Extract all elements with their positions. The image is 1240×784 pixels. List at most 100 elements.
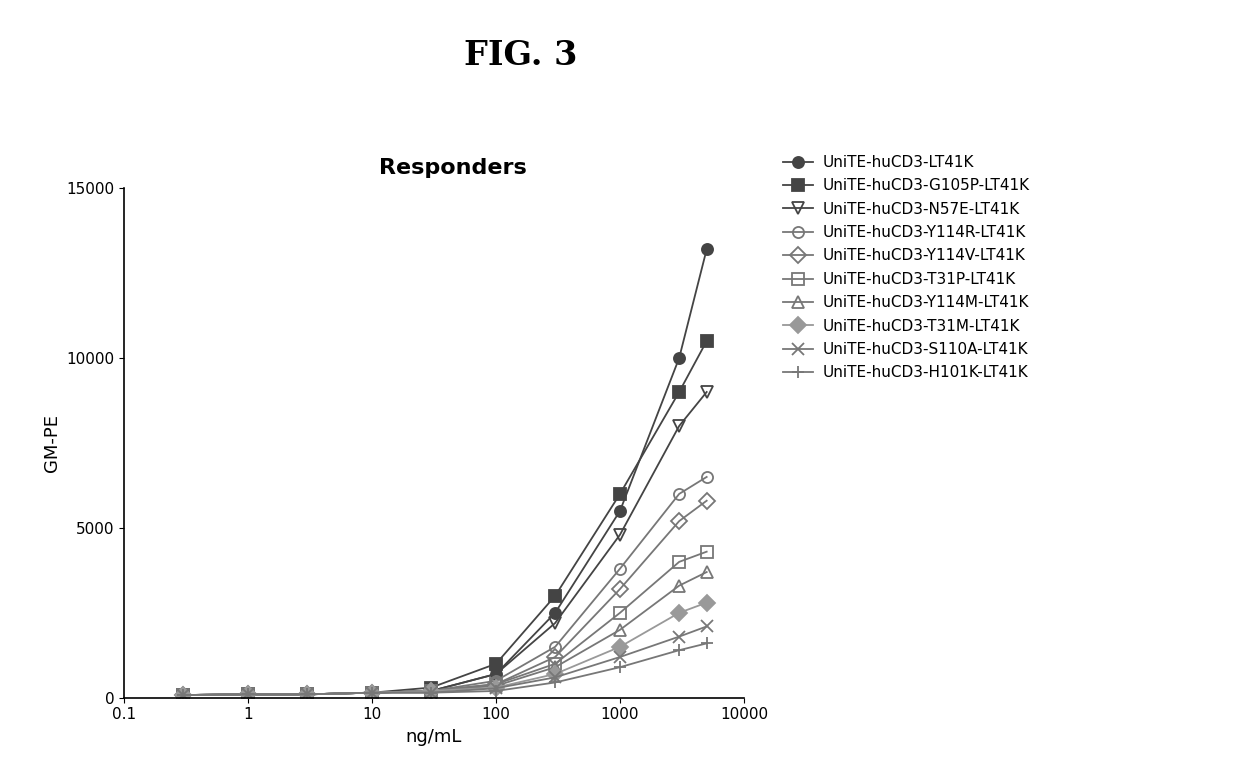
UniTE-huCD3-S110A-LT41K bbox=[300, 690, 315, 699]
UniTE-huCD3-T31P-LT41K bbox=[300, 690, 315, 699]
UniTE-huCD3-Y114M-LT41K bbox=[548, 662, 563, 672]
UniTE-huCD3-Y114M-LT41K bbox=[489, 681, 503, 691]
UniTE-huCD3-T31M-LT41K bbox=[699, 598, 714, 608]
Line: UniTE-huCD3-S110A-LT41K: UniTE-huCD3-S110A-LT41K bbox=[177, 621, 712, 701]
UniTE-huCD3-G105P-LT41K bbox=[424, 683, 439, 692]
UniTE-huCD3-Y114M-LT41K bbox=[300, 690, 315, 699]
UniTE-huCD3-H101K-LT41K bbox=[672, 645, 687, 655]
UniTE-huCD3-N57E-LT41K bbox=[548, 619, 563, 628]
UniTE-huCD3-N57E-LT41K bbox=[613, 530, 627, 539]
UniTE-huCD3-T31P-LT41K bbox=[699, 547, 714, 557]
Line: UniTE-huCD3-Y114V-LT41K: UniTE-huCD3-Y114V-LT41K bbox=[177, 495, 712, 701]
UniTE-huCD3-H101K-LT41K bbox=[424, 688, 439, 698]
UniTE-huCD3-H101K-LT41K bbox=[699, 639, 714, 648]
UniTE-huCD3-LT41K bbox=[424, 686, 439, 695]
UniTE-huCD3-Y114R-LT41K bbox=[672, 489, 687, 499]
Text: Responders: Responders bbox=[379, 158, 527, 178]
Text: FIG. 3: FIG. 3 bbox=[464, 39, 578, 72]
UniTE-huCD3-T31P-LT41K bbox=[365, 688, 379, 698]
UniTE-huCD3-LT41K bbox=[672, 354, 687, 363]
UniTE-huCD3-Y114R-LT41K bbox=[489, 676, 503, 685]
UniTE-huCD3-N57E-LT41K bbox=[365, 688, 379, 698]
UniTE-huCD3-Y114V-LT41K bbox=[241, 690, 255, 699]
UniTE-huCD3-S110A-LT41K bbox=[176, 691, 191, 700]
UniTE-huCD3-N57E-LT41K bbox=[424, 686, 439, 695]
UniTE-huCD3-Y114R-LT41K bbox=[424, 686, 439, 695]
UniTE-huCD3-G105P-LT41K bbox=[699, 336, 714, 346]
UniTE-huCD3-T31M-LT41K bbox=[300, 690, 315, 699]
UniTE-huCD3-G105P-LT41K bbox=[241, 690, 255, 699]
UniTE-huCD3-H101K-LT41K bbox=[300, 690, 315, 699]
UniTE-huCD3-Y114V-LT41K bbox=[424, 686, 439, 695]
UniTE-huCD3-S110A-LT41K bbox=[613, 652, 627, 662]
UniTE-huCD3-Y114V-LT41K bbox=[699, 496, 714, 506]
UniTE-huCD3-S110A-LT41K bbox=[241, 690, 255, 699]
UniTE-huCD3-LT41K bbox=[300, 690, 315, 699]
UniTE-huCD3-G105P-LT41K bbox=[176, 691, 191, 700]
UniTE-huCD3-H101K-LT41K bbox=[489, 686, 503, 695]
UniTE-huCD3-Y114V-LT41K bbox=[300, 690, 315, 699]
Line: UniTE-huCD3-T31P-LT41K: UniTE-huCD3-T31P-LT41K bbox=[177, 546, 712, 701]
UniTE-huCD3-H101K-LT41K bbox=[241, 690, 255, 699]
UniTE-huCD3-T31M-LT41K bbox=[672, 608, 687, 618]
UniTE-huCD3-H101K-LT41K bbox=[176, 691, 191, 700]
Line: UniTE-huCD3-LT41K: UniTE-huCD3-LT41K bbox=[177, 244, 712, 701]
UniTE-huCD3-H101K-LT41K bbox=[548, 677, 563, 687]
UniTE-huCD3-Y114R-LT41K bbox=[241, 690, 255, 699]
X-axis label: ng/mL: ng/mL bbox=[405, 728, 463, 746]
UniTE-huCD3-N57E-LT41K bbox=[241, 690, 255, 699]
UniTE-huCD3-S110A-LT41K bbox=[365, 688, 379, 698]
UniTE-huCD3-G105P-LT41K bbox=[300, 690, 315, 699]
Legend: UniTE-huCD3-LT41K, UniTE-huCD3-G105P-LT41K, UniTE-huCD3-N57E-LT41K, UniTE-huCD3-: UniTE-huCD3-LT41K, UniTE-huCD3-G105P-LT4… bbox=[776, 149, 1035, 387]
UniTE-huCD3-T31P-LT41K bbox=[241, 690, 255, 699]
UniTE-huCD3-S110A-LT41K bbox=[699, 622, 714, 631]
UniTE-huCD3-LT41K bbox=[699, 245, 714, 254]
UniTE-huCD3-N57E-LT41K bbox=[489, 670, 503, 679]
UniTE-huCD3-T31M-LT41K bbox=[241, 690, 255, 699]
Line: UniTE-huCD3-H101K-LT41K: UniTE-huCD3-H101K-LT41K bbox=[177, 637, 713, 702]
UniTE-huCD3-T31P-LT41K bbox=[489, 680, 503, 689]
UniTE-huCD3-Y114V-LT41K bbox=[365, 688, 379, 698]
UniTE-huCD3-N57E-LT41K bbox=[300, 690, 315, 699]
UniTE-huCD3-Y114R-LT41K bbox=[699, 472, 714, 481]
UniTE-huCD3-T31M-LT41K bbox=[548, 670, 563, 679]
UniTE-huCD3-N57E-LT41K bbox=[672, 421, 687, 430]
UniTE-huCD3-Y114M-LT41K bbox=[365, 688, 379, 698]
UniTE-huCD3-T31M-LT41K bbox=[424, 686, 439, 695]
UniTE-huCD3-T31P-LT41K bbox=[613, 608, 627, 618]
UniTE-huCD3-N57E-LT41K bbox=[699, 387, 714, 397]
UniTE-huCD3-Y114M-LT41K bbox=[241, 690, 255, 699]
UniTE-huCD3-LT41K bbox=[489, 670, 503, 679]
UniTE-huCD3-Y114M-LT41K bbox=[176, 691, 191, 700]
UniTE-huCD3-Y114R-LT41K bbox=[300, 690, 315, 699]
UniTE-huCD3-S110A-LT41K bbox=[424, 688, 439, 698]
UniTE-huCD3-T31M-LT41K bbox=[365, 688, 379, 698]
UniTE-huCD3-Y114M-LT41K bbox=[672, 581, 687, 590]
UniTE-huCD3-T31P-LT41K bbox=[548, 659, 563, 669]
UniTE-huCD3-T31M-LT41K bbox=[176, 691, 191, 700]
UniTE-huCD3-LT41K bbox=[365, 688, 379, 698]
UniTE-huCD3-T31M-LT41K bbox=[489, 683, 503, 692]
UniTE-huCD3-Y114V-LT41K bbox=[548, 652, 563, 662]
UniTE-huCD3-Y114V-LT41K bbox=[489, 680, 503, 689]
UniTE-huCD3-Y114R-LT41K bbox=[365, 688, 379, 698]
UniTE-huCD3-S110A-LT41K bbox=[672, 632, 687, 641]
UniTE-huCD3-G105P-LT41K bbox=[548, 591, 563, 601]
UniTE-huCD3-Y114V-LT41K bbox=[613, 584, 627, 593]
UniTE-huCD3-S110A-LT41K bbox=[548, 673, 563, 682]
UniTE-huCD3-Y114M-LT41K bbox=[424, 686, 439, 695]
UniTE-huCD3-G105P-LT41K bbox=[365, 688, 379, 698]
UniTE-huCD3-Y114R-LT41K bbox=[548, 642, 563, 652]
UniTE-huCD3-Y114R-LT41K bbox=[176, 691, 191, 700]
Y-axis label: GM-PE: GM-PE bbox=[42, 414, 61, 472]
UniTE-huCD3-N57E-LT41K bbox=[176, 691, 191, 700]
Line: UniTE-huCD3-G105P-LT41K: UniTE-huCD3-G105P-LT41K bbox=[177, 336, 712, 701]
Line: UniTE-huCD3-Y114R-LT41K: UniTE-huCD3-Y114R-LT41K bbox=[177, 471, 712, 701]
UniTE-huCD3-T31P-LT41K bbox=[176, 691, 191, 700]
UniTE-huCD3-G105P-LT41K bbox=[489, 659, 503, 669]
UniTE-huCD3-H101K-LT41K bbox=[365, 688, 379, 698]
UniTE-huCD3-Y114M-LT41K bbox=[699, 568, 714, 577]
UniTE-huCD3-T31M-LT41K bbox=[613, 642, 627, 652]
Line: UniTE-huCD3-T31M-LT41K: UniTE-huCD3-T31M-LT41K bbox=[177, 597, 712, 701]
UniTE-huCD3-Y114R-LT41K bbox=[613, 564, 627, 573]
